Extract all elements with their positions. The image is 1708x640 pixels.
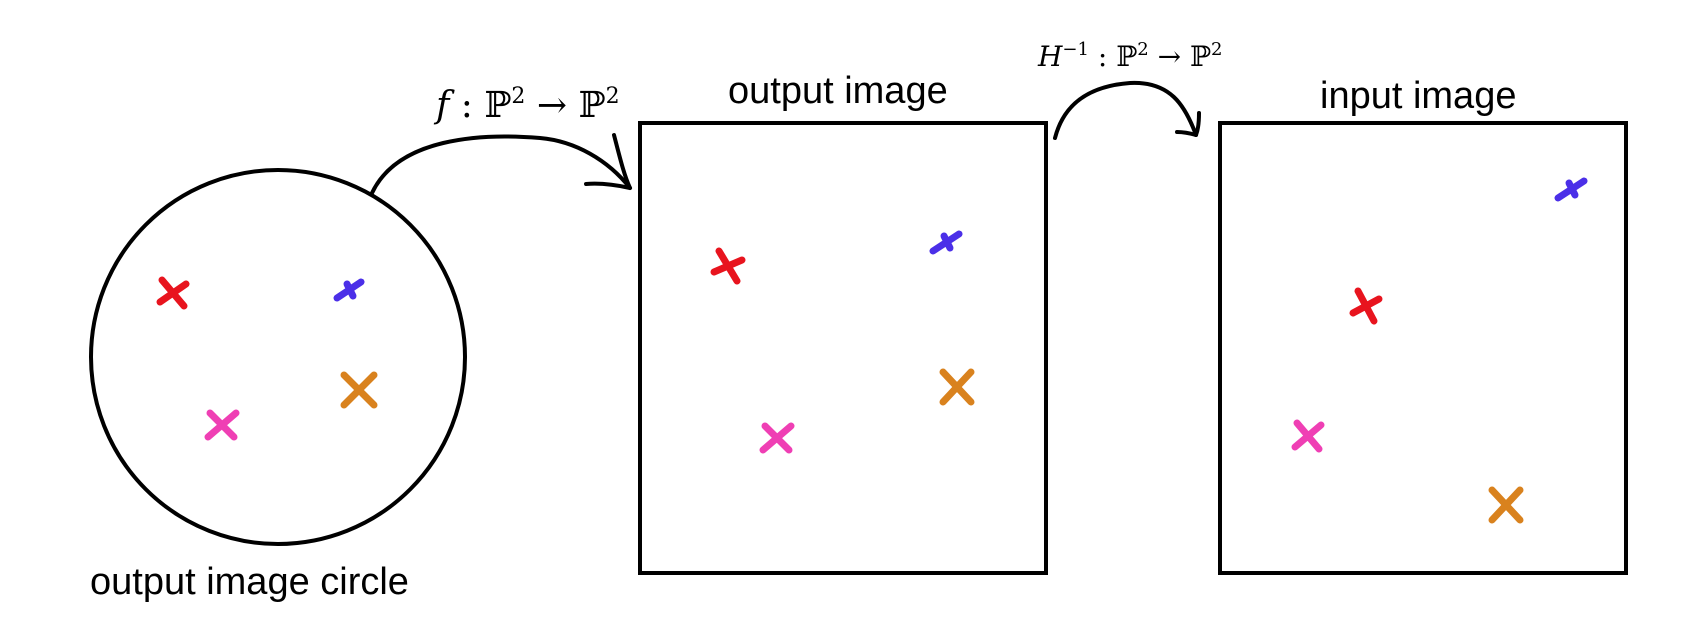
marker-orange [939,368,975,406]
input-image-frame [1218,121,1628,575]
inverse-arrowhead [1175,111,1201,137]
marker-orange [340,371,378,409]
marker-pink [204,409,240,441]
inverse-map-label: H−1 : ℙ2 → ℙ2 [1037,39,1223,73]
output-image-frame [638,121,1048,575]
marker-red [156,276,190,310]
input-image-panel: input image [1218,75,1628,575]
marker-blue [333,278,365,302]
forward-arrow-curve [370,134,632,195]
forward-map-arrow: f : ℙ2 → ℙ2 [370,84,632,195]
forward-arrowhead [584,133,632,190]
output-image-circle-panel: output image circle [89,168,467,603]
forward-map-label: f : ℙ2 → ℙ2 [433,84,620,126]
output-image-circle-label: output image circle [90,561,409,603]
output-image-circle [89,168,467,546]
marker-pink [1291,419,1325,453]
marker-blue [929,230,963,255]
inverse-map-arrow: H−1 : ℙ2 → ℙ2 [1037,39,1223,140]
output-image-label: output image [728,70,948,112]
inverse-arrow-curve [1053,80,1198,140]
marker-red [1349,287,1383,325]
output-image-panel: output image [638,70,1048,575]
marker-orange [1488,486,1524,524]
input-image-label: input image [1320,75,1516,117]
marker-blue [1554,177,1588,202]
marker-red [710,247,746,285]
marker-pink [759,422,795,454]
